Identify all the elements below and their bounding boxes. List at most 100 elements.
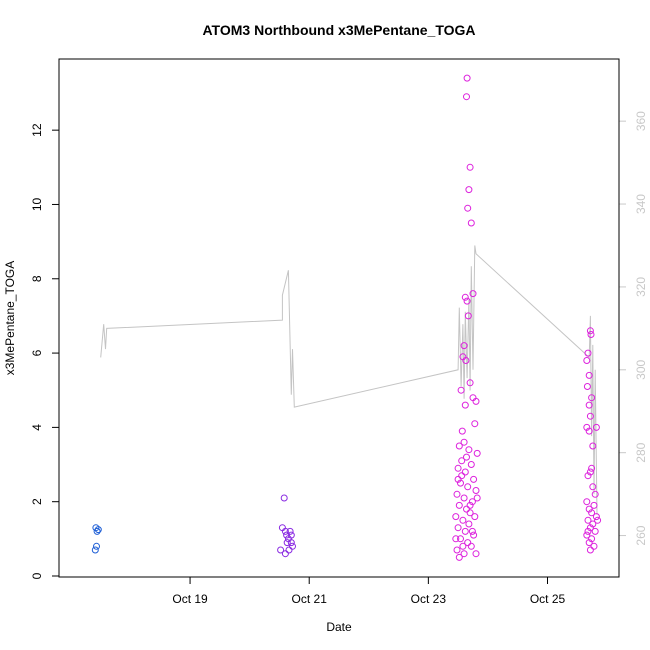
data-point-late xyxy=(454,475,462,483)
data-point-late xyxy=(466,163,474,171)
y2-tick-label: 360 xyxy=(634,111,648,131)
y-tick-label: 8 xyxy=(30,275,44,282)
data-point-late xyxy=(463,297,471,305)
data-point-late xyxy=(472,487,480,494)
data-point-late xyxy=(460,342,468,350)
x-tick-label: Oct 23 xyxy=(411,592,447,606)
y2-tick-label: 280 xyxy=(634,442,648,462)
data-point-late xyxy=(454,464,462,472)
data-point-late xyxy=(469,290,477,298)
secondary-series-line xyxy=(100,245,598,515)
data-point-late xyxy=(584,527,592,535)
data-point-late xyxy=(452,513,460,521)
data-point-late xyxy=(471,513,479,521)
data-point-late xyxy=(584,472,592,480)
data-point-late xyxy=(455,553,463,561)
data-point-late xyxy=(585,371,593,379)
data-point-late xyxy=(586,524,594,532)
data-point-late xyxy=(452,535,460,543)
data-point-late xyxy=(462,357,470,364)
data-point-late xyxy=(468,527,476,535)
data-point-late xyxy=(467,219,475,227)
data-point-late xyxy=(455,501,463,509)
data-point-late xyxy=(592,423,600,431)
data-point-late xyxy=(461,401,469,409)
data-point-late xyxy=(465,446,473,454)
data-point-late xyxy=(586,468,594,476)
data-point-late xyxy=(586,546,594,554)
y-axis-label: x3MePentane_TOGA xyxy=(3,261,17,376)
data-point-late xyxy=(591,527,599,535)
data-point-late xyxy=(460,550,468,558)
data-point-late xyxy=(453,546,461,554)
data-point-late xyxy=(463,74,471,82)
data-point-early xyxy=(94,526,102,534)
data-point-late xyxy=(470,531,478,539)
data-point-mid xyxy=(289,542,296,550)
data-point-late xyxy=(473,494,481,502)
data-point-late xyxy=(471,420,479,428)
data-point-mid xyxy=(285,546,293,554)
data-point-mid xyxy=(280,494,288,502)
data-point-late xyxy=(589,442,597,450)
data-point-late xyxy=(584,516,592,524)
data-point-early xyxy=(93,542,100,550)
data-point-early xyxy=(91,546,99,554)
data-point-late xyxy=(586,327,594,335)
data-point-late xyxy=(591,490,599,498)
data-point-late xyxy=(589,483,597,491)
chart-title: ATOM3 Northbound x3MePentane_TOGA xyxy=(202,22,475,38)
y-tick-label: 0 xyxy=(30,572,44,579)
data-point-late xyxy=(461,468,469,476)
data-point-mid xyxy=(287,531,295,539)
data-point-late xyxy=(467,461,475,468)
data-point-late xyxy=(460,494,468,502)
data-point-late xyxy=(583,423,591,431)
data-point-late xyxy=(585,427,593,435)
data-point-mid xyxy=(277,546,285,554)
data-point-late xyxy=(466,379,474,387)
data-point-late xyxy=(584,349,592,357)
data-point-late xyxy=(454,524,462,532)
secondary-series-layer xyxy=(100,245,598,515)
y-tick-label: 4 xyxy=(30,424,44,431)
data-point-late xyxy=(459,542,467,550)
data-point-late xyxy=(461,293,469,301)
scatter-points-layer xyxy=(91,74,602,561)
data-point-late xyxy=(470,475,478,483)
data-point-late xyxy=(588,509,596,517)
data-point-late xyxy=(589,520,597,528)
data-point-mid xyxy=(281,550,289,558)
data-point-late xyxy=(465,186,473,194)
data-point-late xyxy=(594,516,602,524)
x-tick-label: Oct 21 xyxy=(292,592,328,606)
data-point-late xyxy=(459,516,467,524)
y2-tick-label: 320 xyxy=(634,277,648,297)
data-point-late xyxy=(460,438,468,446)
data-point-late xyxy=(585,401,593,409)
data-point-late xyxy=(468,498,476,506)
data-point-late xyxy=(455,442,463,450)
data-point-late xyxy=(465,520,473,528)
data-point-late xyxy=(463,505,470,513)
data-point-late xyxy=(458,457,466,465)
data-point-mid xyxy=(281,527,289,535)
data-point-late xyxy=(472,550,480,558)
data-point-late xyxy=(467,542,475,550)
data-point-late xyxy=(464,483,472,491)
data-point-mid xyxy=(283,539,291,547)
y-tick-label: 12 xyxy=(30,123,44,137)
plot-frame xyxy=(58,58,620,578)
x-axis-label: Date xyxy=(326,620,352,634)
data-point-late xyxy=(458,427,466,435)
data-point-mid xyxy=(287,539,295,547)
data-point-late xyxy=(458,472,466,480)
data-point-late xyxy=(583,498,591,506)
data-point-late xyxy=(473,449,481,457)
y2-tick-label: 260 xyxy=(634,525,648,545)
data-point-late xyxy=(583,383,591,390)
x-tick-label: Oct 19 xyxy=(172,592,208,606)
data-point-mid xyxy=(283,531,291,539)
data-point-late xyxy=(466,501,474,509)
data-point-late xyxy=(590,542,598,550)
